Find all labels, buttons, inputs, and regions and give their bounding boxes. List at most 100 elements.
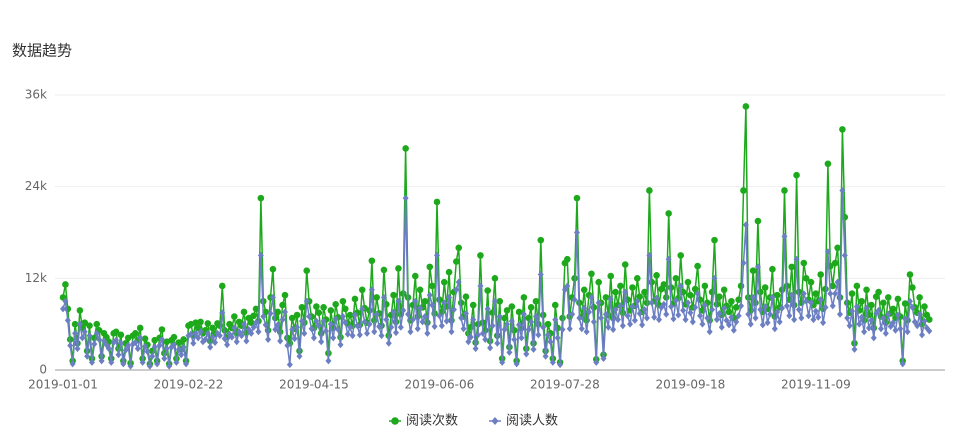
point	[491, 297, 498, 305]
point	[231, 313, 238, 320]
point	[621, 261, 629, 268]
point	[62, 297, 69, 305]
point	[67, 342, 74, 350]
y-tick-label: 0	[39, 363, 47, 377]
point	[298, 317, 305, 325]
point	[653, 294, 660, 302]
x-tick-label: 2019-11-09	[781, 378, 851, 392]
point	[438, 322, 445, 330]
point	[684, 278, 692, 286]
point	[805, 312, 812, 320]
point	[347, 323, 354, 331]
point	[332, 315, 339, 323]
point	[380, 266, 388, 274]
point	[779, 304, 786, 312]
point	[773, 291, 781, 299]
point	[875, 306, 882, 314]
point	[180, 343, 187, 351]
point	[692, 303, 699, 311]
point	[791, 316, 798, 324]
point	[547, 338, 554, 346]
point	[653, 271, 660, 279]
point	[564, 282, 571, 290]
point	[636, 309, 643, 317]
point	[289, 326, 296, 334]
point	[614, 316, 621, 324]
point	[863, 304, 870, 312]
point	[482, 335, 489, 343]
point	[434, 251, 441, 259]
point	[250, 312, 257, 320]
point	[863, 286, 870, 294]
point	[880, 299, 887, 307]
point	[407, 328, 414, 336]
point	[212, 339, 219, 346]
point	[378, 332, 385, 340]
point	[742, 221, 749, 229]
point	[639, 321, 646, 329]
point	[711, 236, 718, 244]
point	[535, 331, 542, 339]
point	[257, 251, 264, 259]
point	[440, 278, 448, 286]
point	[204, 329, 211, 337]
point	[479, 329, 486, 337]
point	[576, 314, 583, 322]
point	[600, 355, 607, 363]
point	[84, 352, 91, 360]
point	[612, 288, 619, 296]
point	[557, 361, 564, 369]
point	[721, 304, 728, 312]
point	[74, 345, 81, 353]
point	[754, 217, 762, 225]
point	[921, 303, 928, 310]
point	[769, 265, 776, 273]
point	[662, 294, 670, 301]
point	[728, 313, 735, 321]
point	[914, 322, 921, 330]
point	[313, 317, 320, 325]
point	[892, 326, 899, 334]
point	[841, 251, 848, 259]
point	[315, 309, 323, 317]
point	[718, 323, 725, 331]
point	[76, 307, 84, 314]
point	[593, 358, 600, 366]
point	[197, 328, 204, 336]
point	[342, 305, 349, 313]
point	[330, 334, 337, 342]
point	[716, 309, 723, 317]
point	[723, 316, 730, 324]
point	[376, 322, 383, 330]
point	[228, 333, 235, 341]
point	[660, 300, 667, 308]
point	[149, 352, 156, 360]
point	[122, 346, 129, 354]
point	[569, 310, 576, 318]
point	[151, 343, 158, 351]
point	[175, 345, 182, 353]
point	[880, 314, 887, 322]
point	[607, 295, 614, 303]
point	[484, 287, 491, 294]
point	[105, 345, 112, 353]
point	[421, 313, 428, 321]
point	[325, 357, 332, 365]
point	[706, 328, 713, 336]
point	[395, 265, 402, 272]
point	[183, 360, 190, 368]
point	[846, 322, 853, 330]
point	[484, 305, 491, 313]
point	[870, 334, 877, 342]
point	[178, 351, 185, 359]
point	[684, 299, 691, 307]
point	[672, 296, 679, 304]
point	[346, 311, 354, 319]
point	[711, 274, 718, 282]
point	[834, 278, 841, 286]
point	[269, 293, 276, 301]
point	[795, 306, 802, 314]
point	[462, 309, 469, 317]
point	[858, 313, 865, 321]
point	[820, 319, 827, 327]
